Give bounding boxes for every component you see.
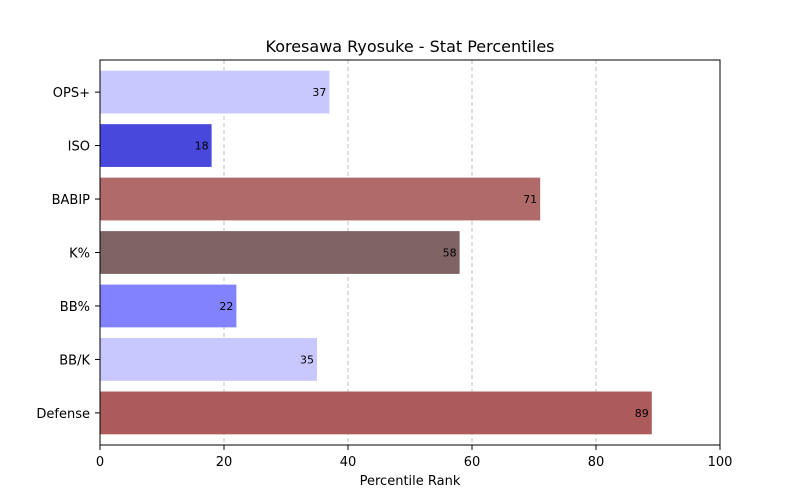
y-tick-label-iso: ISO [68, 140, 90, 155]
chart-title: Koresawa Ryosuke - Stat Percentiles [266, 37, 555, 56]
y-tick-label-bb: BB% [60, 300, 90, 315]
y-tick-label-k: K% [69, 247, 90, 262]
bar-defense [100, 391, 652, 435]
x-axis-label: Percentile Rank [360, 474, 461, 489]
y-tick-label-bb-k: BB/K [59, 353, 90, 368]
x-axis: 0 20 40 60 80 100 [96, 445, 733, 470]
data-label-iso: 18 [195, 140, 209, 153]
bar-babip [100, 177, 541, 221]
y-tick-label-babip: BABIP [52, 193, 91, 208]
data-label-ops: 37 [312, 86, 326, 99]
bar-bb [100, 284, 237, 328]
y-tick-label-ops: OPS+ [53, 86, 90, 101]
y-tick-label-defense: Defense [36, 407, 90, 422]
bar-bb-k [100, 338, 317, 381]
y-axis: OPS+ ISO BABIP K% BB% BB/K Defense [36, 86, 100, 422]
data-label-bb-k: 35 [300, 353, 314, 366]
bar-k [100, 231, 460, 274]
bar-iso [100, 124, 212, 167]
bar-ops [100, 70, 330, 114]
data-label-k: 58 [443, 247, 457, 260]
x-tick-label-80: 80 [588, 455, 605, 470]
bars [100, 70, 652, 435]
x-tick-label-60: 60 [464, 455, 481, 470]
x-tick-label-40: 40 [340, 455, 357, 470]
data-label-babip: 71 [523, 193, 537, 206]
data-label-defense: 89 [635, 407, 649, 420]
data-label-bb: 22 [219, 300, 233, 313]
x-tick-label-0: 0 [96, 455, 104, 470]
data-labels: 37 18 71 58 22 35 89 [195, 86, 649, 420]
x-tick-label-100: 100 [708, 455, 733, 470]
x-tick-label-20: 20 [216, 455, 233, 470]
